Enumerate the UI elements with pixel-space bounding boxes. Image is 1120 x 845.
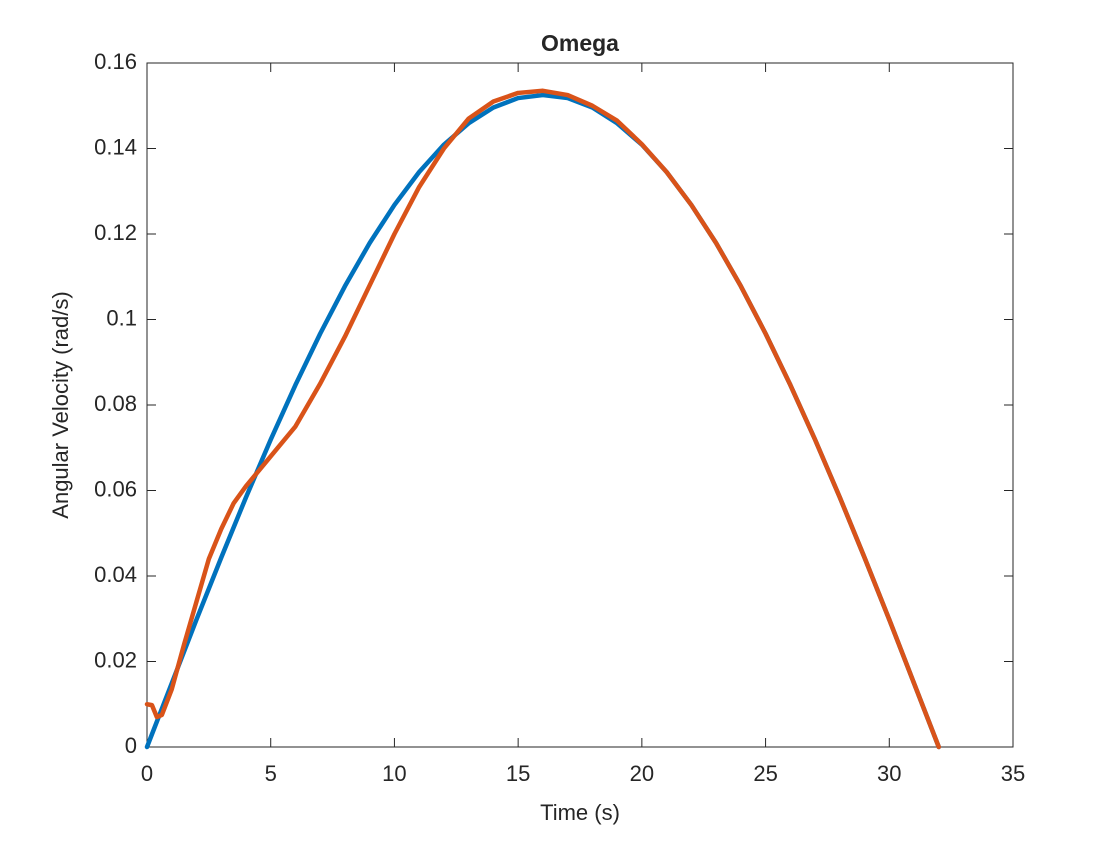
x-tick-label: 15 bbox=[506, 761, 530, 786]
x-tick-label: 20 bbox=[630, 761, 654, 786]
x-tick-label: 30 bbox=[877, 761, 901, 786]
x-tick-label: 10 bbox=[382, 761, 406, 786]
y-tick-label: 0.02 bbox=[94, 647, 137, 672]
line bbox=[144, 88, 942, 750]
y-tick-label: 0.06 bbox=[94, 476, 137, 501]
x-tick-label: 35 bbox=[1001, 761, 1025, 786]
y-axis-label: Angular Velocity (rad/s) bbox=[48, 291, 73, 518]
x-tick-label: 5 bbox=[265, 761, 277, 786]
y-tick-label: 0.12 bbox=[94, 220, 137, 245]
x-tick-label: 0 bbox=[141, 761, 153, 786]
y-tick-label: 0.08 bbox=[94, 391, 137, 416]
x-axis-label: Time (s) bbox=[540, 800, 620, 825]
x-tick-label: 25 bbox=[753, 761, 777, 786]
plot-frame bbox=[146, 62, 1014, 748]
y-tick-label: 0.16 bbox=[94, 49, 137, 74]
chart-title: Omega bbox=[541, 30, 619, 56]
y-tick-label: 0 bbox=[125, 733, 137, 758]
y-tick-label: 0.1 bbox=[106, 305, 137, 330]
y-tick-label: 0.04 bbox=[94, 562, 137, 587]
y-tick-label: 0.14 bbox=[94, 134, 137, 159]
